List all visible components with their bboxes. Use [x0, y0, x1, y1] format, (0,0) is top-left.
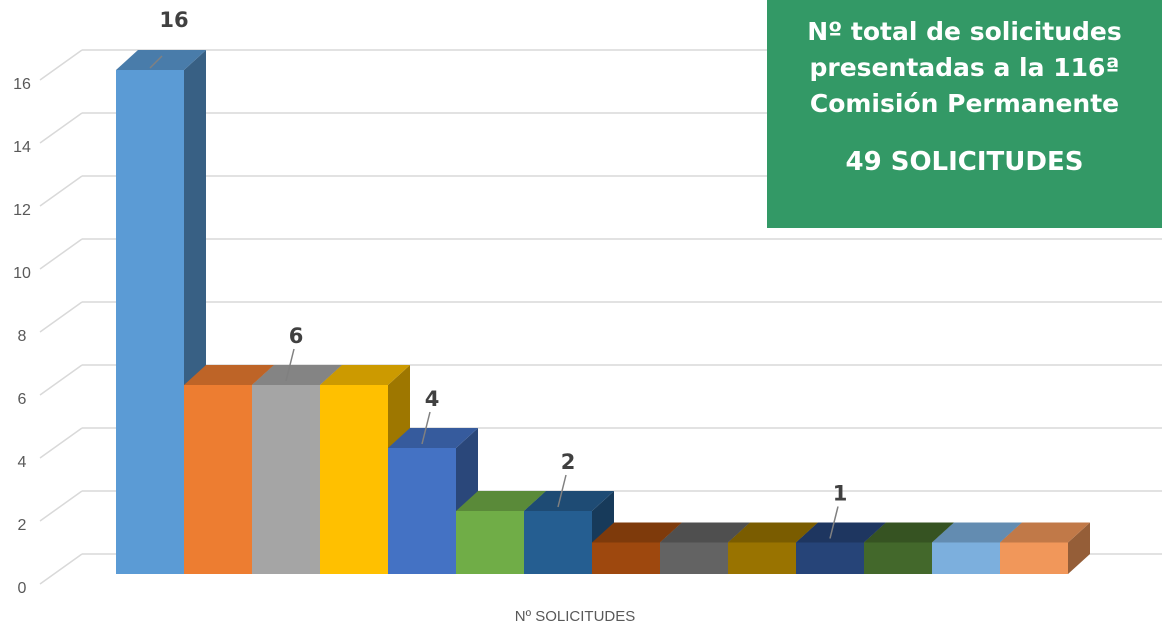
gridline-diagonal	[39, 490, 83, 522]
bar-top	[456, 491, 546, 511]
data-label: 16	[159, 8, 188, 32]
leader-line	[285, 348, 295, 382]
bar-front	[184, 385, 252, 574]
gridline-diagonal	[39, 49, 83, 81]
bar-front	[252, 385, 320, 574]
y-tick-label: 12	[13, 202, 31, 219]
data-label: 1	[833, 482, 848, 506]
data-labels: 16 6 4 2 1	[149, 8, 848, 539]
bar-top	[592, 522, 682, 543]
bar-top	[864, 522, 954, 543]
y-tick-label: 8	[18, 328, 27, 345]
y-tick-label: 16	[13, 76, 31, 93]
y-axis-ticks: 0 2 4 6 8 10 12 14 16	[13, 76, 31, 597]
bar-front	[592, 542, 660, 574]
data-label: 2	[561, 450, 576, 474]
bar-top	[796, 522, 886, 543]
bars	[116, 50, 1090, 574]
bar-top	[184, 365, 274, 385]
leader-line	[557, 474, 567, 508]
bar	[1000, 522, 1090, 574]
bar-front	[796, 542, 864, 574]
data-label: 4	[425, 387, 440, 411]
y-tick-label: 4	[18, 454, 27, 471]
leader-line	[829, 506, 839, 539]
gridline-diagonal	[39, 553, 83, 585]
bar-top	[660, 522, 750, 543]
leader-line	[421, 411, 431, 445]
bar-front	[660, 542, 728, 574]
bar-top	[388, 428, 478, 448]
bar-side	[1068, 522, 1090, 574]
bar-top	[320, 365, 410, 385]
y-tick-label: 14	[13, 139, 31, 156]
bar	[388, 428, 478, 574]
info-title-line-1: Nº total de solicitudes	[807, 17, 1122, 46]
bar-top	[1000, 522, 1090, 543]
info-total: 49 SOLICITUDES	[845, 147, 1084, 177]
gridline-diagonal	[39, 301, 83, 333]
x-axis-label: Nº SOLICITUDES	[515, 608, 636, 625]
bar-top	[728, 522, 818, 543]
bar-front	[932, 542, 1000, 574]
leader-line	[149, 55, 163, 69]
info-title-line-3: Comisión Permanente	[809, 89, 1120, 118]
bar-top	[252, 365, 342, 385]
bar-front	[524, 511, 592, 574]
y-tick-label: 2	[18, 517, 27, 534]
bar	[116, 50, 206, 574]
bar-top	[524, 491, 614, 511]
bar-front	[1000, 542, 1068, 574]
y-tick-label: 0	[18, 580, 27, 597]
bar-front	[456, 511, 524, 574]
bar-front	[320, 385, 388, 574]
y-tick-label: 6	[18, 391, 27, 408]
gridline-diagonal	[39, 427, 83, 459]
bar-top	[932, 522, 1022, 543]
data-label: 6	[289, 324, 304, 348]
info-box: Nº total de solicitudes presentadas a la…	[767, 0, 1162, 228]
gridline-diagonal	[39, 238, 83, 270]
info-title-line-2: presentadas a la 116ª	[809, 53, 1120, 82]
bar-front	[864, 542, 932, 574]
bar-front	[116, 70, 184, 574]
gridline-diagonal	[39, 112, 83, 144]
gridline-diagonal	[39, 364, 83, 396]
gridline-diagonal	[39, 175, 83, 207]
bar-front	[728, 542, 796, 574]
bar-top	[116, 50, 206, 70]
bar-front	[388, 448, 456, 574]
y-tick-label: 10	[13, 265, 31, 282]
